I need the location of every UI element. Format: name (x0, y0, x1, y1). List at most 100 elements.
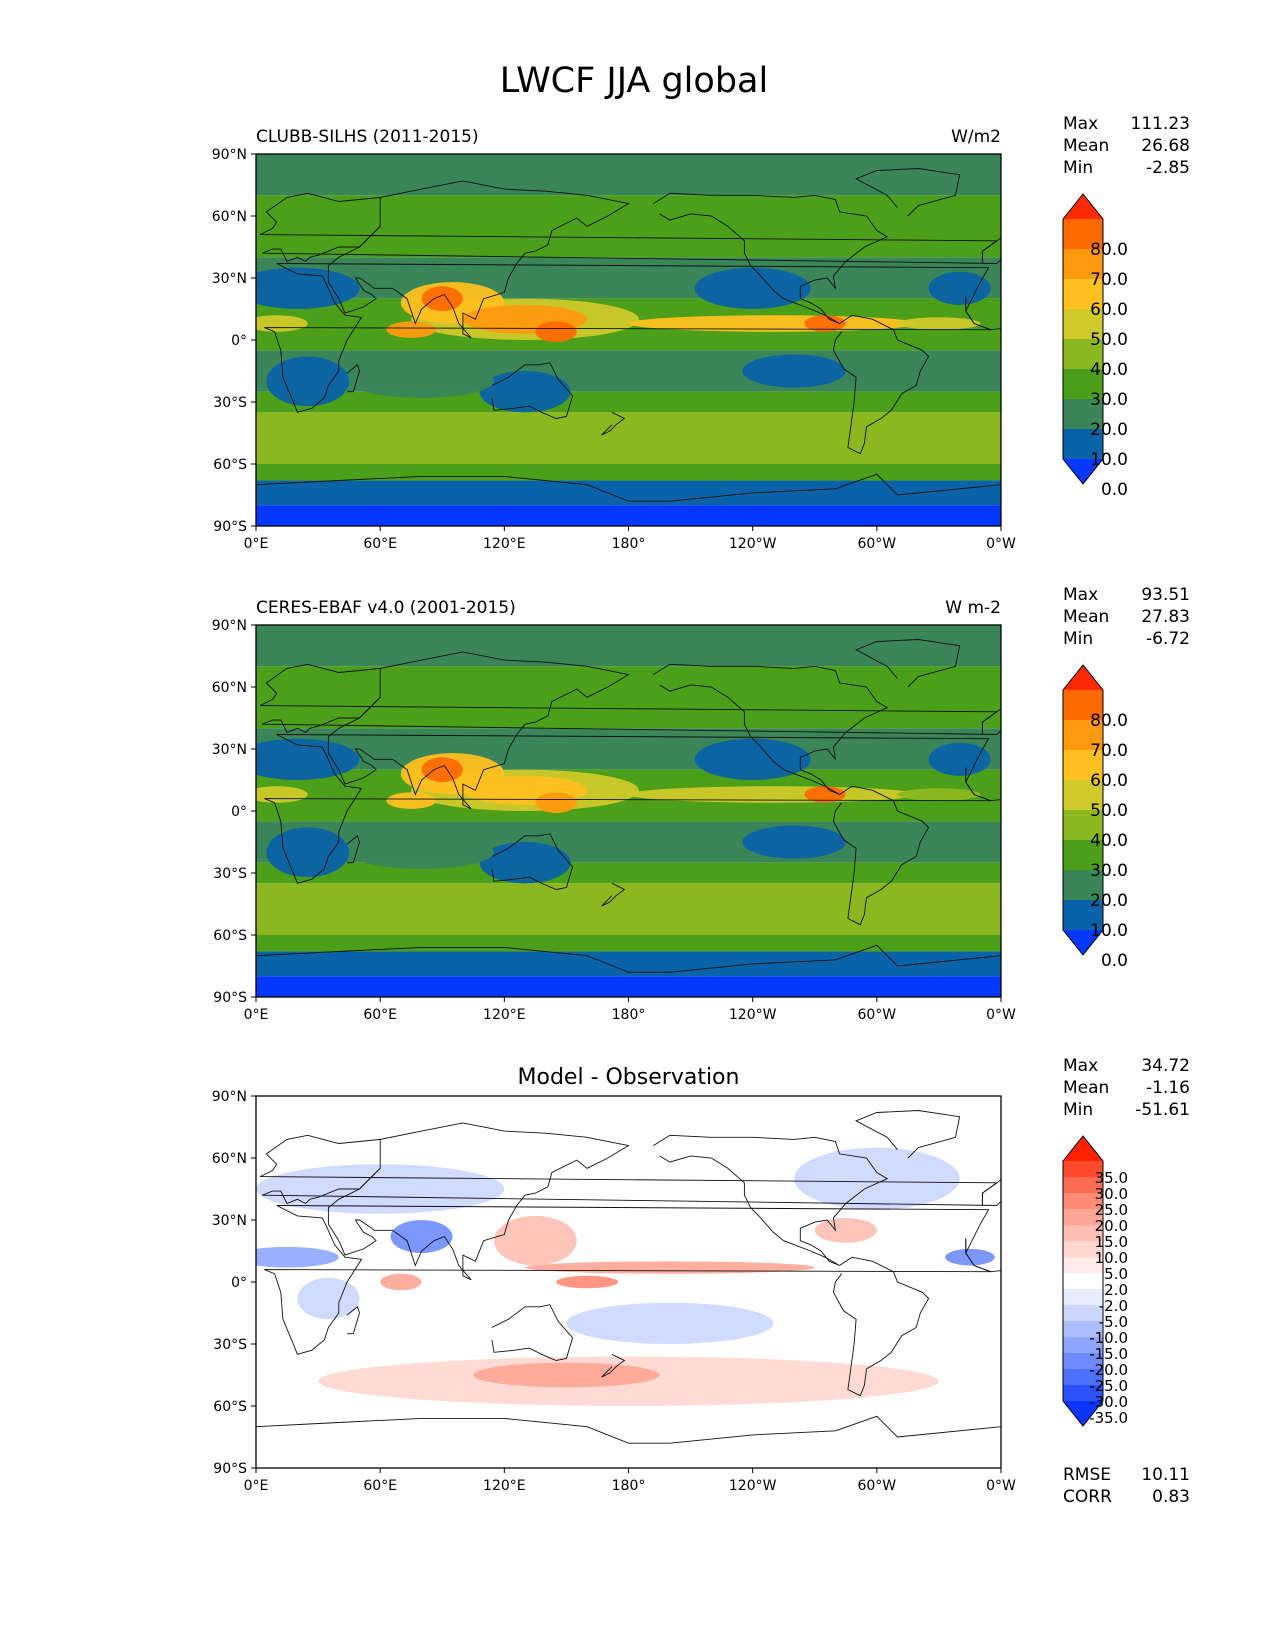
stat-value-max: 111.23 (1131, 114, 1190, 134)
lat-tick-label: 0° (231, 333, 247, 349)
colorbar-tick-label: -20.0 (1089, 1361, 1128, 1379)
colorbar-outline (1062, 193, 1104, 485)
lat-tick-label: 60°S (213, 1399, 247, 1415)
colorbar-segment (1063, 429, 1103, 460)
colorbar-tick-label: 35.0 (1095, 1169, 1128, 1187)
colorbar-tick-label: 80.0 (1090, 711, 1128, 731)
lon-tick-label: 120°W (729, 1007, 777, 1023)
colorbar-extend-max (1063, 194, 1103, 219)
colorbar-outline (1062, 664, 1104, 956)
colorbar-segment (1063, 399, 1103, 430)
colorbar-segment (1063, 1337, 1103, 1354)
colorbar-tick-label: 30.0 (1090, 861, 1128, 881)
coastline-antarctica (256, 1415, 1001, 1444)
colorbar-tick-label: 70.0 (1090, 741, 1128, 761)
lon-tick-label: 60°W (857, 1007, 896, 1023)
colorbar-tick-label: 20.0 (1095, 1217, 1128, 1235)
stat-label-min: Min (1063, 158, 1093, 178)
colorbar-tick-label: -30.0 (1089, 1393, 1128, 1411)
colorbar-tick-label: 10.0 (1090, 921, 1128, 941)
colorbar-segment (1063, 780, 1103, 811)
coastline-australia (491, 362, 574, 419)
colorbar-segment (1063, 1289, 1103, 1306)
colorbar-segment (1063, 369, 1103, 400)
colorbar-segment (1063, 840, 1103, 871)
lat-tick-label: 30°N (212, 271, 247, 287)
stat-label-mean: Mean (1063, 136, 1109, 156)
lat-tick-label: 90°N (212, 1089, 247, 1105)
colorbar-tick-label: 40.0 (1090, 360, 1128, 380)
colorbar-segment (1063, 810, 1103, 841)
coastline-australia (491, 833, 574, 890)
lon-tick-label: 60°E (363, 536, 397, 552)
colorbar-segment (1063, 1209, 1103, 1226)
stat-label-corr: CORR (1063, 1487, 1112, 1507)
colorbar-extend-min (1063, 459, 1103, 484)
lat-tick-label: 0° (231, 804, 247, 820)
colorbar-tick-label: 70.0 (1090, 270, 1128, 290)
map-panel-1: 90°N 60°N 30°N 0° 30°S 60°S 90°S0°E 60°E 120°E 18… (212, 114, 1190, 552)
colorbar-segment (1063, 1385, 1103, 1402)
contour-field (256, 154, 1001, 526)
colorbar-extend-min (1063, 1401, 1103, 1426)
colorbar-segment (1063, 309, 1103, 340)
lon-tick-label: 180° (612, 1007, 646, 1023)
stat-label-mean: Mean (1063, 1078, 1109, 1098)
lon-tick-label: 60°E (363, 1007, 397, 1023)
colorbar-segment (1063, 1225, 1103, 1242)
colorbar-tick-label: -10.0 (1089, 1329, 1128, 1347)
coastline-greenland (855, 168, 961, 217)
stat-label-min: Min (1063, 1100, 1093, 1120)
panel-left-title: CERES-EBAF v4.0 (2001-2015) (256, 598, 516, 618)
coastline-australia (491, 1304, 574, 1361)
coastline-madagascar (346, 1306, 360, 1335)
colorbar-segment (1063, 1161, 1103, 1178)
stat-label-min: Min (1063, 629, 1093, 649)
lat-tick-label: 30°S (213, 1337, 247, 1353)
stat-value-mean: 27.83 (1141, 607, 1190, 627)
coastline-new-zealand (601, 1353, 626, 1378)
panel-center-title: Model - Observation (518, 1065, 740, 1090)
colorbar-tick-label: 20.0 (1090, 891, 1128, 911)
coastline-antarctica (256, 473, 1001, 502)
colorbar-segment (1063, 1321, 1103, 1338)
stat-value-max: 93.51 (1141, 585, 1190, 605)
colorbar-extend-max (1063, 1136, 1103, 1161)
lon-tick-label: 60°W (857, 536, 896, 552)
colorbar-tick-label: -5.0 (1099, 1313, 1128, 1331)
colorbar-tick-label: 50.0 (1090, 801, 1128, 821)
colorbar-segment (1063, 1257, 1103, 1274)
colorbar-tick-label: 10.0 (1095, 1249, 1128, 1267)
lat-tick-label: 60°S (213, 928, 247, 944)
colorbar-tick-label: 20.0 (1090, 420, 1128, 440)
lat-tick-label: 90°N (212, 147, 247, 163)
lon-tick-label: 0°W (986, 536, 1016, 552)
colorbar-segment (1063, 339, 1103, 370)
colorbar-tick-label: -35.0 (1089, 1409, 1128, 1427)
colorbar-tick-label: 30.0 (1090, 390, 1128, 410)
coastlines (256, 639, 1001, 973)
stat-value-min: -2.85 (1146, 158, 1190, 178)
colorbar: 80.0 70.0 60.0 50.0 40.0 30.0 20.0 10.0 0.0 (1062, 193, 1128, 500)
stat-value-rmse: 10.11 (1141, 1465, 1190, 1485)
colorbar-tick-label: 80.0 (1090, 240, 1128, 260)
colorbar-segment (1063, 750, 1103, 781)
lat-tick-label: 60°N (212, 1151, 247, 1167)
lon-tick-label: 0°W (986, 1478, 1016, 1494)
coastline-greenland (855, 1110, 961, 1159)
coastline-africa (264, 1205, 991, 1355)
colorbar-tick-label: 50.0 (1090, 330, 1128, 350)
coastline-south-america (832, 785, 930, 926)
colorbar-segment (1063, 1193, 1103, 1210)
lon-tick-label: 120°E (483, 1478, 526, 1494)
lat-tick-label: 90°S (213, 990, 247, 1006)
lon-tick-label: 0°E (244, 1007, 269, 1023)
colorbar-tick-label: 60.0 (1090, 300, 1128, 320)
stat-label-mean: Mean (1063, 607, 1109, 627)
coastline-madagascar (346, 364, 360, 393)
colorbar-segment (1063, 1177, 1103, 1194)
colorbar-tick-label: 2.0 (1104, 1281, 1128, 1299)
stat-value-min: -6.72 (1146, 629, 1190, 649)
lon-tick-label: 180° (612, 1478, 646, 1494)
lon-tick-label: 120°W (729, 1478, 777, 1494)
